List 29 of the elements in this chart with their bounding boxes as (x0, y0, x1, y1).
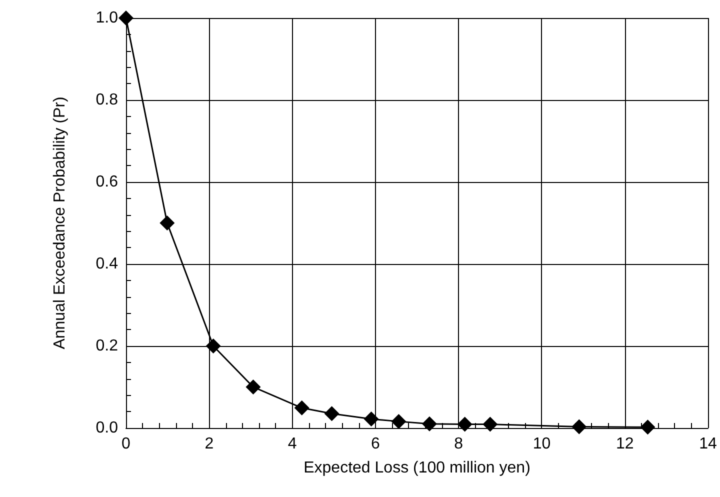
y-axis-title: Annual Exceedance Probability (Pr) (52, 96, 68, 350)
point (324, 406, 340, 422)
y-tick-label: 1.0 (96, 10, 118, 26)
point (364, 411, 379, 426)
y-tick-label: 0.8 (96, 92, 118, 108)
point (422, 416, 437, 432)
x-tick-label: 14 (699, 436, 717, 452)
x-tick-label: 2 (204, 436, 214, 452)
y-tick-label: 0.0 (96, 420, 118, 436)
point (640, 420, 656, 435)
x-tick-label: 10 (532, 436, 551, 452)
point (206, 338, 221, 354)
point (391, 414, 406, 429)
point (160, 216, 175, 230)
point (457, 416, 472, 432)
x-tick-label: 8 (454, 436, 464, 452)
point (482, 416, 498, 432)
x-tick-label: 6 (370, 436, 380, 452)
point (246, 380, 261, 394)
point (572, 419, 587, 434)
x-axis-title: Expected Loss (100 million yen) (304, 460, 530, 476)
x-tick-label: 4 (288, 436, 297, 452)
x-tick-label: 0 (122, 436, 131, 452)
y-tick-label: 0.6 (96, 174, 118, 190)
y-tick-label: 0.4 (96, 256, 118, 272)
y-tick-label: 0.2 (96, 338, 118, 354)
point (294, 400, 310, 416)
point (118, 10, 134, 26)
x-tick-label: 12 (616, 436, 634, 452)
